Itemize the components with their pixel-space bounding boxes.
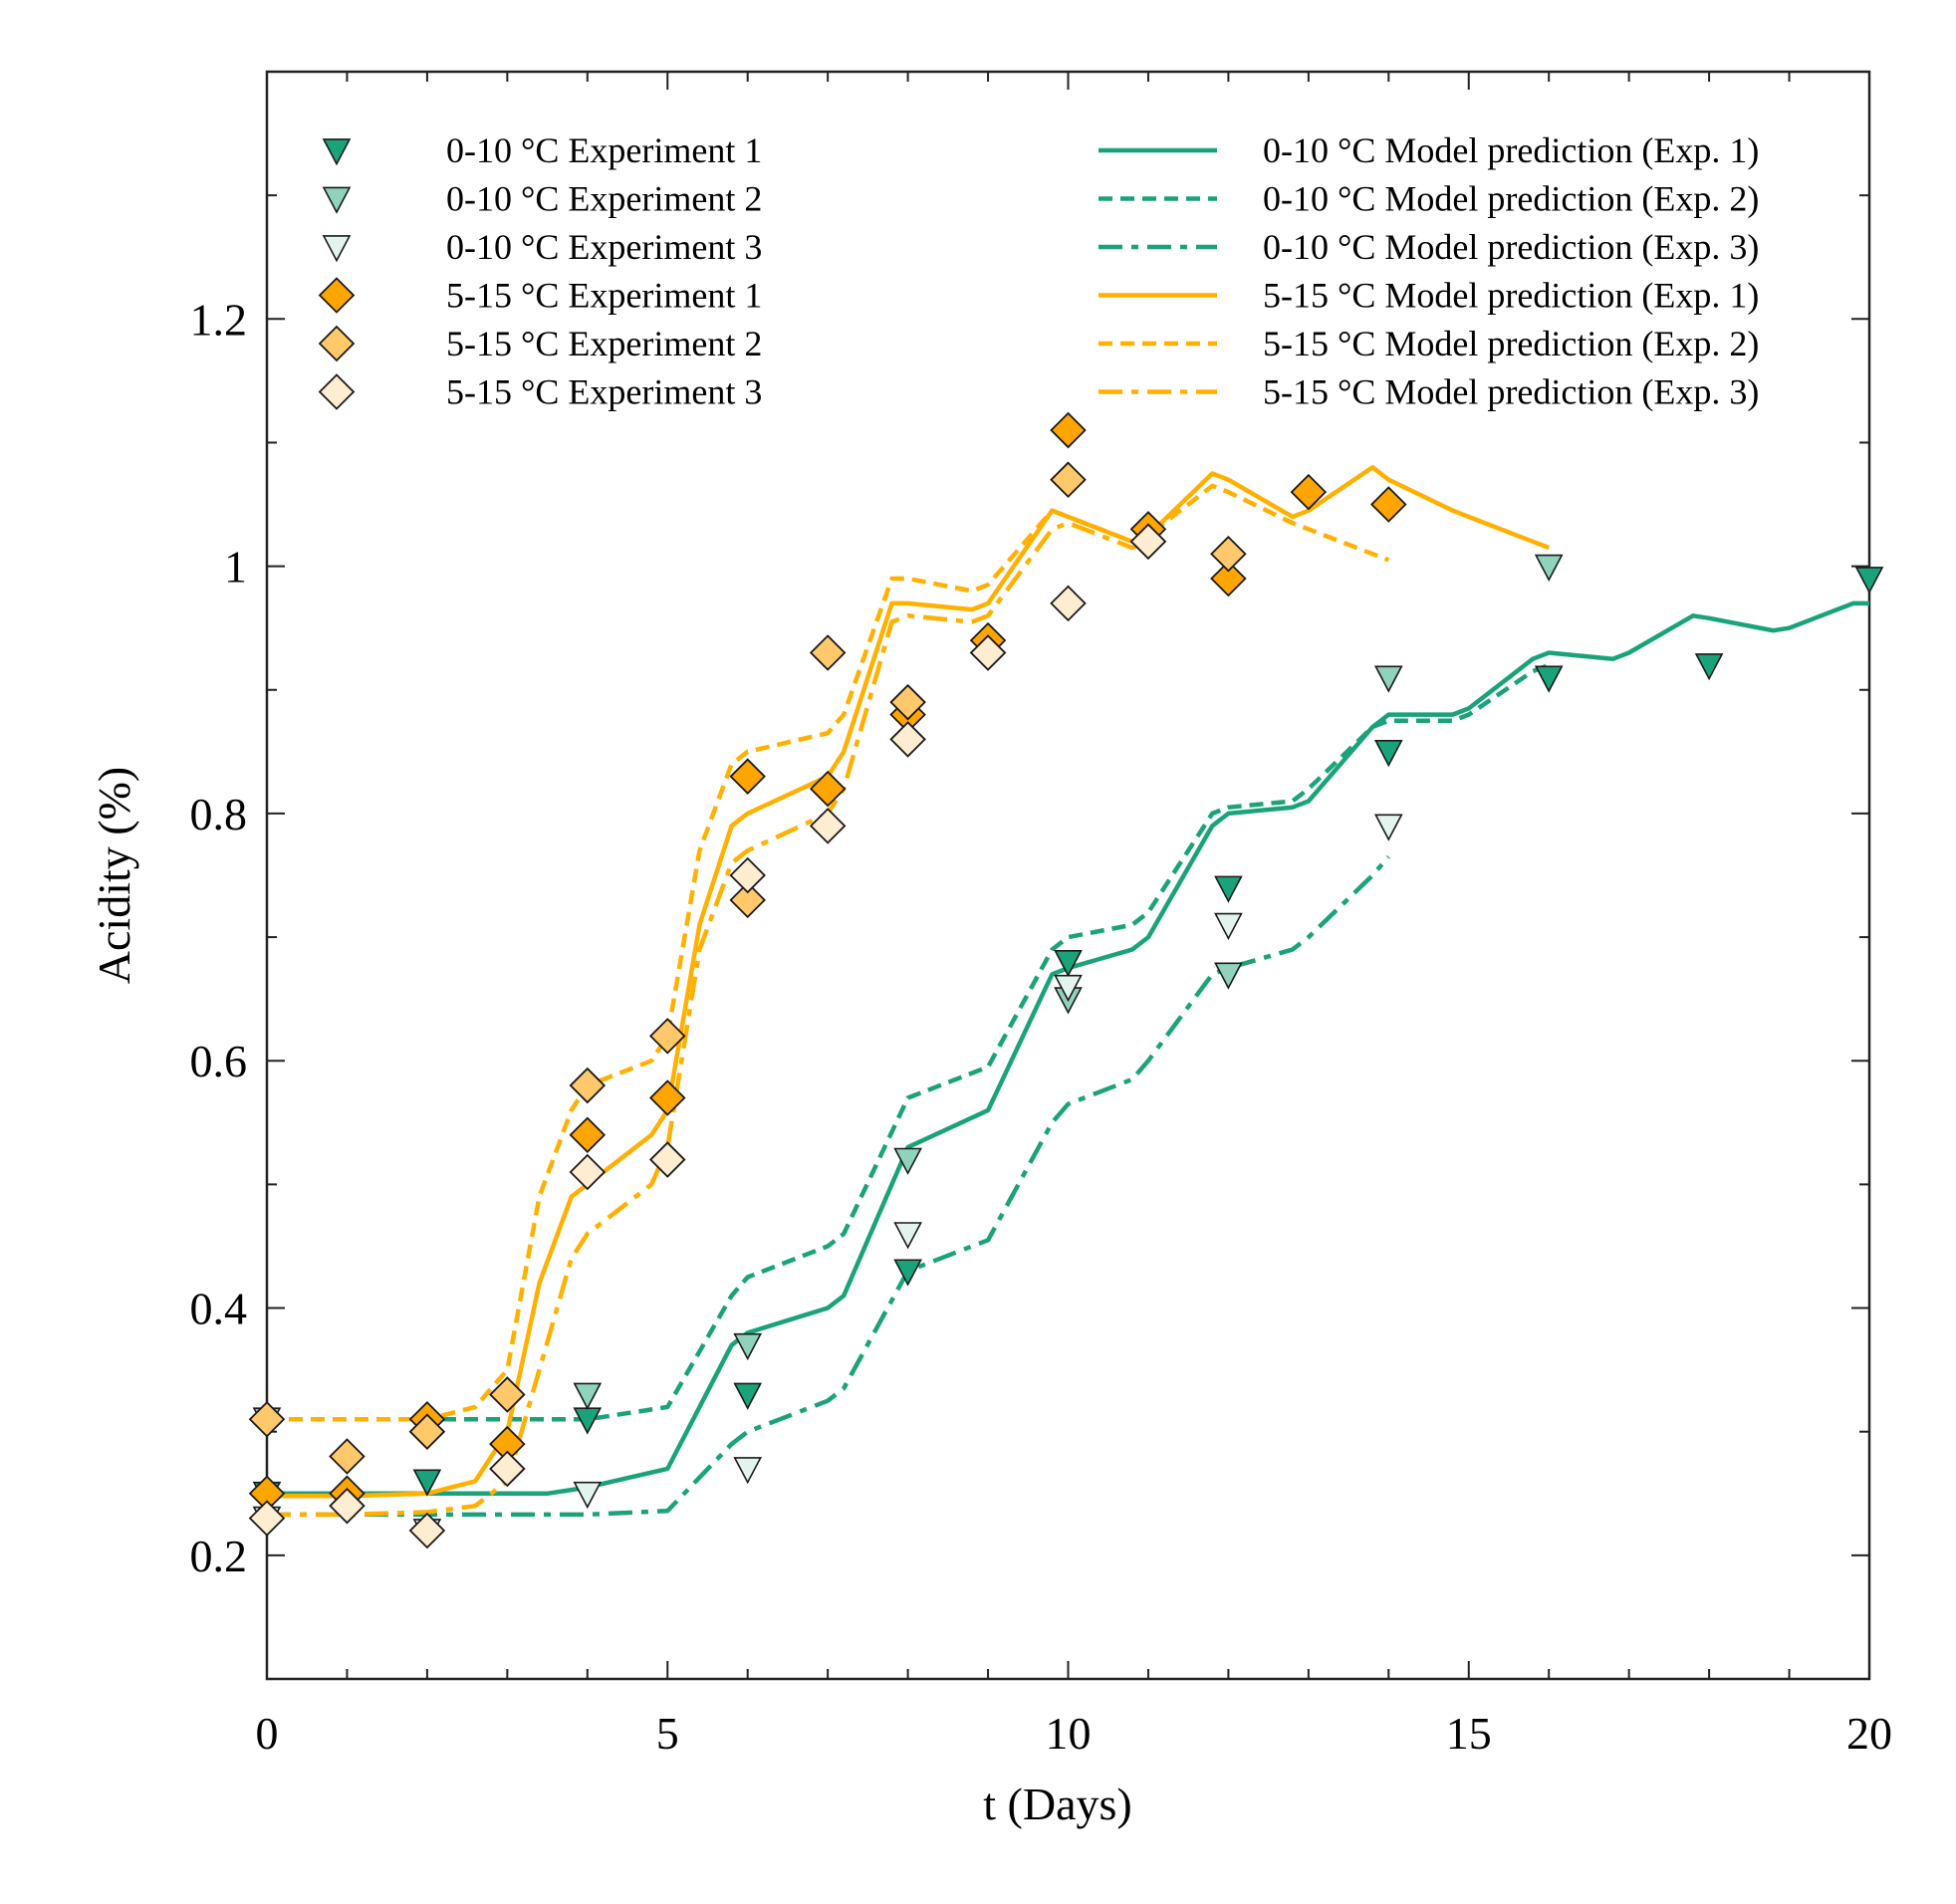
series-5-point bbox=[1210, 535, 1247, 573]
y-axis-label: Acidity (%) bbox=[89, 767, 139, 984]
series-4-point bbox=[1290, 473, 1328, 511]
series-4-point bbox=[569, 1116, 607, 1153]
series-4-point bbox=[1370, 486, 1407, 523]
series-6-point bbox=[969, 634, 1007, 671]
legend: 0-10 °C Experiment 1 0-10 °C Experiment 2… bbox=[318, 130, 1759, 412]
series-5-point bbox=[1050, 461, 1087, 498]
series-1-point bbox=[733, 1382, 763, 1410]
series-6-point bbox=[569, 1153, 607, 1191]
series-6-point bbox=[1129, 523, 1167, 561]
series-line-3 bbox=[267, 854, 1391, 1518]
series-1-point bbox=[1854, 567, 1884, 595]
series-2-point bbox=[733, 1332, 763, 1361]
series-1-point bbox=[893, 1259, 922, 1287]
series-1-point bbox=[1534, 665, 1564, 693]
legend-label: 0-10 °C Model prediction (Exp. 1) bbox=[1263, 130, 1759, 170]
legend-label: 0-10 °C Experiment 1 bbox=[446, 130, 762, 170]
series-5-point bbox=[248, 1401, 286, 1438]
legend-label: 5-15 °C Model prediction (Exp. 1) bbox=[1263, 276, 1759, 316]
experiment-markers bbox=[248, 411, 1884, 1549]
series-4-point bbox=[648, 1079, 686, 1116]
series-line-2 bbox=[267, 662, 1551, 1422]
legend-label: 5-15 °C Model prediction (Exp. 3) bbox=[1263, 372, 1759, 412]
series-4-point bbox=[729, 758, 766, 795]
y-tick-label: 1.2 bbox=[190, 294, 248, 345]
y-tick-label: 0.2 bbox=[190, 1531, 248, 1581]
series-1-point bbox=[1694, 653, 1724, 681]
series-line-1 bbox=[267, 600, 1869, 1497]
legend-marker-2 bbox=[322, 186, 352, 214]
series-6-point bbox=[648, 1141, 686, 1178]
x-tick-label: 15 bbox=[1446, 1708, 1492, 1759]
x-tick-label: 20 bbox=[1846, 1708, 1892, 1759]
legend-label: 0-10 °C Experiment 2 bbox=[446, 179, 762, 219]
legend-marker-6 bbox=[318, 373, 356, 410]
y-tick-label: 1 bbox=[224, 542, 247, 593]
series-5-point bbox=[569, 1067, 607, 1104]
x-axis-label: t (Days) bbox=[983, 1779, 1131, 1829]
legend-label: 5-15 °C Experiment 1 bbox=[446, 276, 762, 316]
series-2-point bbox=[893, 1147, 922, 1175]
y-tick-label: 0.6 bbox=[190, 1036, 248, 1086]
series-1-point bbox=[412, 1469, 442, 1497]
legend-label: 0-10 °C Experiment 3 bbox=[446, 227, 762, 267]
legend-marker-1 bbox=[322, 138, 352, 166]
series-line-4 bbox=[267, 465, 1551, 1499]
series-3-point bbox=[1214, 912, 1243, 941]
series-6-point bbox=[329, 1487, 366, 1525]
tick-labels: 0 5 10 15 20 0.2 0.4 0.6 0.8 1 1.2 bbox=[190, 294, 1893, 1759]
series-6-point bbox=[248, 1500, 286, 1537]
series-5-point bbox=[329, 1438, 366, 1475]
series-4-point bbox=[809, 770, 847, 808]
series-4-point bbox=[1210, 560, 1247, 597]
legend-label: 5-15 °C Model prediction (Exp. 2) bbox=[1263, 324, 1759, 363]
legend-label: 0-10 °C Model prediction (Exp. 3) bbox=[1263, 227, 1759, 267]
series-6-point bbox=[729, 856, 766, 894]
series-5-point bbox=[408, 1413, 446, 1450]
series-6-point bbox=[809, 808, 847, 844]
series-6-point bbox=[1050, 585, 1087, 622]
series-3-point bbox=[893, 1222, 922, 1250]
legend-marker-3 bbox=[322, 235, 352, 263]
series-6-point bbox=[489, 1450, 526, 1488]
legend-label: 0-10 °C Model prediction (Exp. 2) bbox=[1263, 179, 1759, 219]
series-2-point bbox=[1373, 665, 1403, 693]
series-5-point bbox=[489, 1376, 526, 1413]
x-tick-label: 10 bbox=[1046, 1708, 1092, 1759]
x-tick-label: 5 bbox=[656, 1708, 679, 1759]
series-line-5 bbox=[267, 483, 1390, 1422]
series-6-point bbox=[408, 1512, 446, 1549]
legend-label: 5-15 °C Experiment 2 bbox=[446, 324, 762, 363]
series-2-point bbox=[1214, 962, 1243, 990]
series-5-point bbox=[809, 634, 847, 671]
x-tick-label: 0 bbox=[256, 1708, 279, 1759]
series-5-point bbox=[648, 1018, 686, 1055]
series-1-point bbox=[1373, 739, 1403, 768]
series-3-point bbox=[1373, 814, 1403, 841]
y-tick-label: 0.4 bbox=[190, 1284, 248, 1334]
series-4-point bbox=[1050, 411, 1087, 449]
legend-marker-4 bbox=[318, 277, 356, 314]
series-3-point bbox=[573, 1481, 603, 1510]
model-lines bbox=[267, 465, 1869, 1518]
series-2-point bbox=[1534, 554, 1564, 582]
series-1-point bbox=[1214, 875, 1243, 903]
series-5-point bbox=[889, 683, 926, 721]
series-2-point bbox=[573, 1382, 603, 1410]
series-line-6 bbox=[267, 520, 1149, 1518]
legend-label: 5-15 °C Experiment 3 bbox=[446, 372, 762, 412]
axis-ticks bbox=[266, 71, 1870, 1680]
series-5-point bbox=[729, 881, 766, 919]
series-6-point bbox=[889, 721, 926, 758]
series-1-point bbox=[1054, 950, 1083, 978]
legend-marker-5 bbox=[318, 325, 356, 362]
series-3-point bbox=[733, 1457, 763, 1485]
y-tick-label: 0.8 bbox=[190, 789, 248, 839]
series-3-point bbox=[1054, 974, 1083, 1003]
